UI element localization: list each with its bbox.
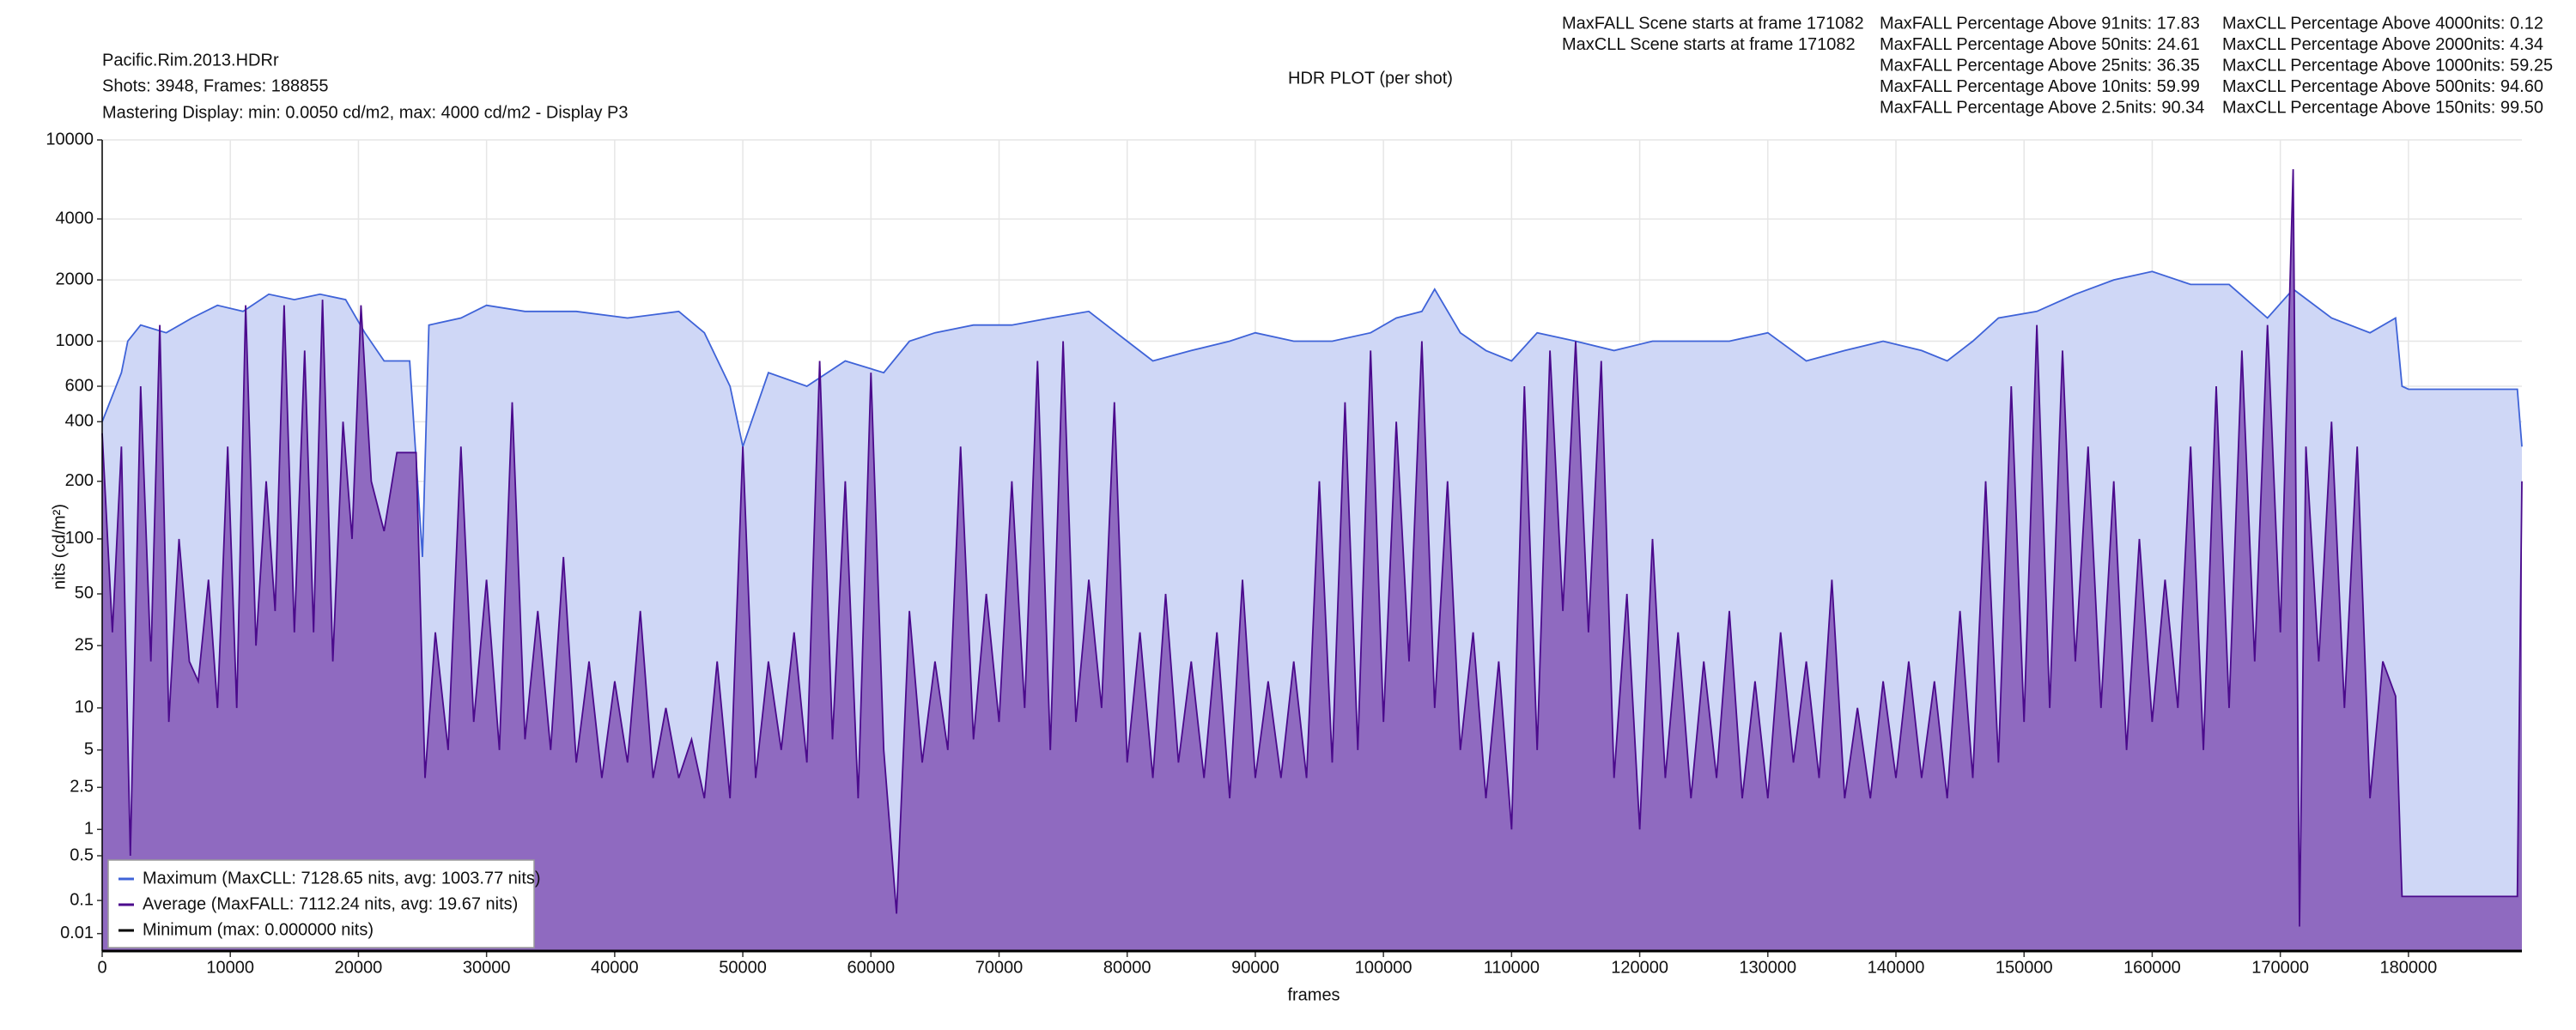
y-tick-label: 1	[84, 820, 94, 839]
stat-line: MaxFALL Percentage Above 25nits: 36.35	[1880, 56, 2200, 75]
y-axis-label: nits (cd/m²)	[50, 504, 69, 590]
x-tick-label: 0	[97, 958, 106, 977]
series-area	[102, 169, 2522, 952]
stat-line: MaxFALL Scene starts at frame 171082	[1562, 14, 1864, 33]
y-tick-label: 50	[75, 584, 94, 603]
x-tick-label: 170000	[2251, 958, 2309, 977]
x-tick-label: 180000	[2379, 958, 2437, 977]
y-tick-label: 10000	[46, 130, 94, 148]
stat-line: MaxFALL Percentage Above 91nits: 17.83	[1880, 14, 2200, 33]
x-tick-label: 70000	[975, 958, 1024, 977]
stat-line: MaxCLL Percentage Above 150nits: 99.50	[2222, 98, 2543, 117]
y-tick-label: 0.5	[70, 845, 94, 864]
y-tick-label: 200	[65, 471, 94, 490]
stat-line: MaxCLL Scene starts at frame 171082	[1562, 35, 1856, 54]
stat-line: MaxCLL Percentage Above 4000nits: 0.12	[2222, 14, 2543, 33]
info-line: Shots: 3948, Frames: 188855	[102, 76, 329, 95]
stat-line: MaxFALL Percentage Above 50nits: 24.61	[1880, 35, 2200, 54]
stat-line: MaxFALL Percentage Above 2.5nits: 90.34	[1880, 98, 2204, 117]
y-tick-label: 10	[75, 698, 94, 717]
y-tick-label: 400	[65, 412, 94, 431]
legend-label: Average (MaxFALL: 7112.24 nits, avg: 19.…	[143, 894, 518, 913]
x-tick-label: 110000	[1484, 958, 1540, 977]
y-tick-label: 0.01	[60, 924, 94, 942]
y-tick-label: 100	[65, 529, 94, 548]
series-line	[101, 169, 2523, 927]
series-line	[101, 270, 2523, 557]
x-tick-label: 20000	[335, 958, 383, 977]
x-tick-label: 130000	[1739, 958, 1796, 977]
x-tick-label: 100000	[1355, 958, 1413, 977]
stat-line: MaxCLL Percentage Above 1000nits: 59.25	[2222, 56, 2553, 75]
y-tick-label: 1000	[56, 331, 94, 350]
legend-box	[107, 859, 535, 948]
info-line: Pacific.Rim.2013.HDRr	[102, 51, 279, 70]
y-tick-label: 600	[65, 376, 94, 395]
x-tick-label: 150000	[1996, 958, 2053, 977]
x-tick-label: 140000	[1868, 958, 1925, 977]
x-tick-label: 10000	[206, 958, 254, 977]
y-tick-label: 4000	[56, 209, 94, 227]
legend-label: Minimum (max: 0.000000 nits)	[143, 920, 374, 939]
y-tick-label: 2.5	[70, 778, 94, 797]
x-tick-label: 90000	[1231, 958, 1279, 977]
stat-line: MaxFALL Percentage Above 10nits: 59.99	[1880, 77, 2200, 96]
y-tick-label: 2000	[56, 270, 94, 288]
chart-title: HDR PLOT (per shot)	[1288, 69, 1453, 88]
legend-label: Maximum (MaxCLL: 7128.65 nits, avg: 1003…	[143, 869, 541, 888]
x-tick-label: 60000	[847, 958, 895, 977]
x-tick-label: 40000	[591, 958, 639, 977]
x-tick-label: 160000	[2123, 958, 2181, 977]
x-tick-label: 120000	[1611, 958, 1668, 977]
stat-line: MaxCLL Percentage Above 500nits: 94.60	[2222, 77, 2543, 96]
x-tick-label: 80000	[1103, 958, 1151, 977]
info-line: Mastering Display: min: 0.0050 cd/m2, ma…	[102, 103, 628, 122]
x-tick-label: 50000	[719, 958, 767, 977]
x-tick-label: 30000	[463, 958, 511, 977]
x-axis-label: frames	[1287, 985, 1340, 1004]
y-tick-label: 25	[75, 635, 94, 654]
y-tick-label: 0.1	[70, 890, 94, 909]
y-tick-label: 5	[84, 740, 94, 759]
stat-line: MaxCLL Percentage Above 2000nits: 4.34	[2222, 35, 2543, 54]
